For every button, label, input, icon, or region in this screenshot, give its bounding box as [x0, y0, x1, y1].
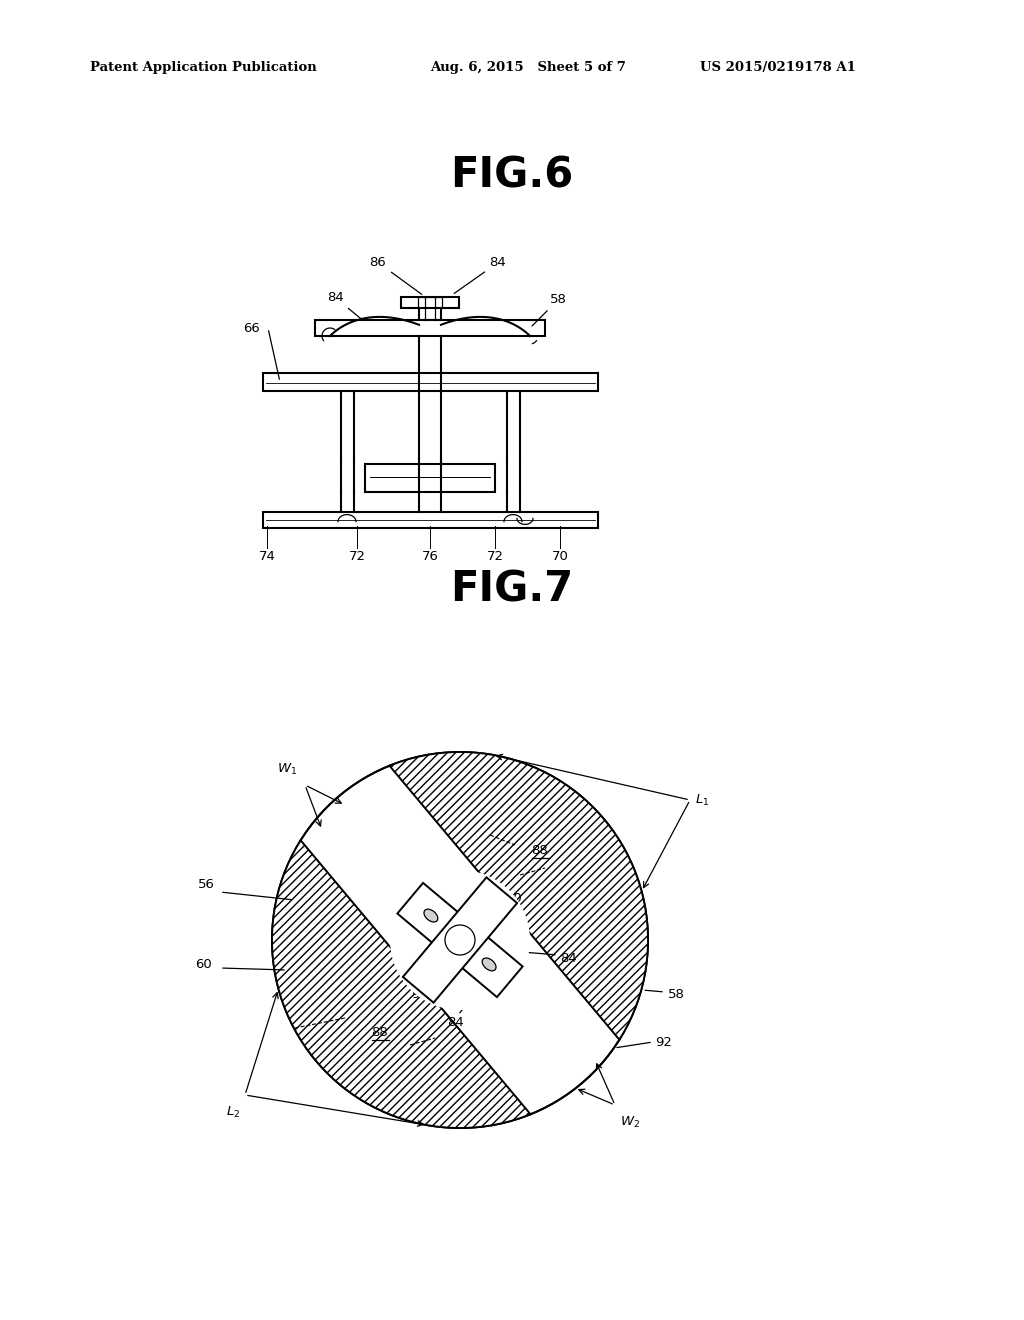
Bar	[262, 374, 597, 391]
Text: 86: 86	[370, 256, 422, 294]
Circle shape	[390, 870, 530, 1010]
Text: 88: 88	[531, 843, 549, 857]
Text: US 2015/0219178 A1: US 2015/0219178 A1	[700, 62, 856, 74]
Text: Patent Application Publication: Patent Application Publication	[90, 62, 316, 74]
Polygon shape	[402, 878, 517, 1003]
Text: 70: 70	[552, 550, 568, 564]
Text: 58: 58	[531, 293, 567, 326]
Text: 90: 90	[412, 989, 428, 1002]
Text: $W_2$: $W_2$	[620, 1115, 640, 1130]
Bar	[401, 297, 459, 308]
Polygon shape	[272, 841, 530, 1129]
Bar	[262, 512, 597, 528]
Text: 76: 76	[422, 550, 438, 564]
Bar	[418, 297, 442, 308]
Text: 82: 82	[403, 906, 421, 919]
Text: 66: 66	[244, 322, 260, 334]
Bar	[419, 308, 441, 319]
Text: 92: 92	[655, 1035, 672, 1048]
Text: 90: 90	[505, 891, 522, 904]
Text: 84: 84	[446, 1015, 464, 1028]
Bar	[315, 319, 545, 337]
Ellipse shape	[445, 925, 475, 954]
Bar	[365, 465, 495, 492]
Text: 72: 72	[486, 550, 504, 564]
Polygon shape	[389, 752, 648, 1040]
Text: $W_1$: $W_1$	[276, 762, 297, 777]
Text: 88: 88	[372, 1026, 388, 1039]
Circle shape	[272, 752, 648, 1129]
Text: FIG.7: FIG.7	[451, 569, 573, 611]
Text: 58: 58	[668, 989, 685, 1002]
Text: 84: 84	[455, 256, 507, 293]
Text: 84: 84	[560, 952, 577, 965]
Text: 56: 56	[198, 879, 215, 891]
Polygon shape	[397, 883, 522, 997]
Ellipse shape	[482, 958, 496, 970]
Text: Aug. 6, 2015   Sheet 5 of 7: Aug. 6, 2015 Sheet 5 of 7	[430, 62, 626, 74]
Text: 60: 60	[196, 958, 212, 972]
Text: $L_2$: $L_2$	[225, 1105, 240, 1121]
Text: FIG.6: FIG.6	[451, 154, 573, 195]
Text: 74: 74	[259, 550, 275, 564]
Text: 72: 72	[348, 550, 366, 564]
Text: $L_1$: $L_1$	[695, 792, 710, 808]
Text: 84: 84	[327, 290, 362, 321]
Ellipse shape	[424, 909, 438, 921]
